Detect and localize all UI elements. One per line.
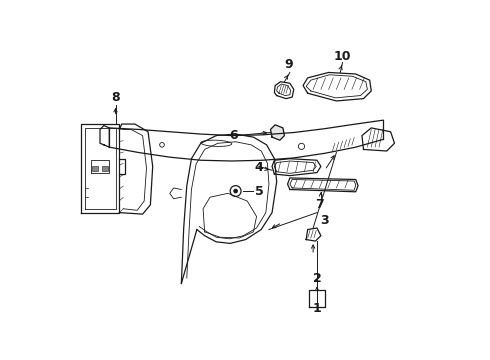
Text: 10: 10: [334, 50, 351, 63]
Text: 2: 2: [313, 271, 321, 284]
Text: 1: 1: [313, 302, 321, 315]
Text: 7: 7: [315, 198, 324, 211]
Bar: [92, 166, 98, 171]
Text: 8: 8: [111, 91, 120, 104]
Polygon shape: [270, 125, 285, 140]
Text: 5: 5: [255, 185, 264, 198]
Text: 9: 9: [285, 58, 294, 71]
Text: 6: 6: [229, 129, 238, 142]
Circle shape: [233, 189, 238, 193]
Text: 3: 3: [320, 214, 329, 227]
Bar: [101, 166, 108, 171]
Text: 4: 4: [254, 161, 263, 175]
